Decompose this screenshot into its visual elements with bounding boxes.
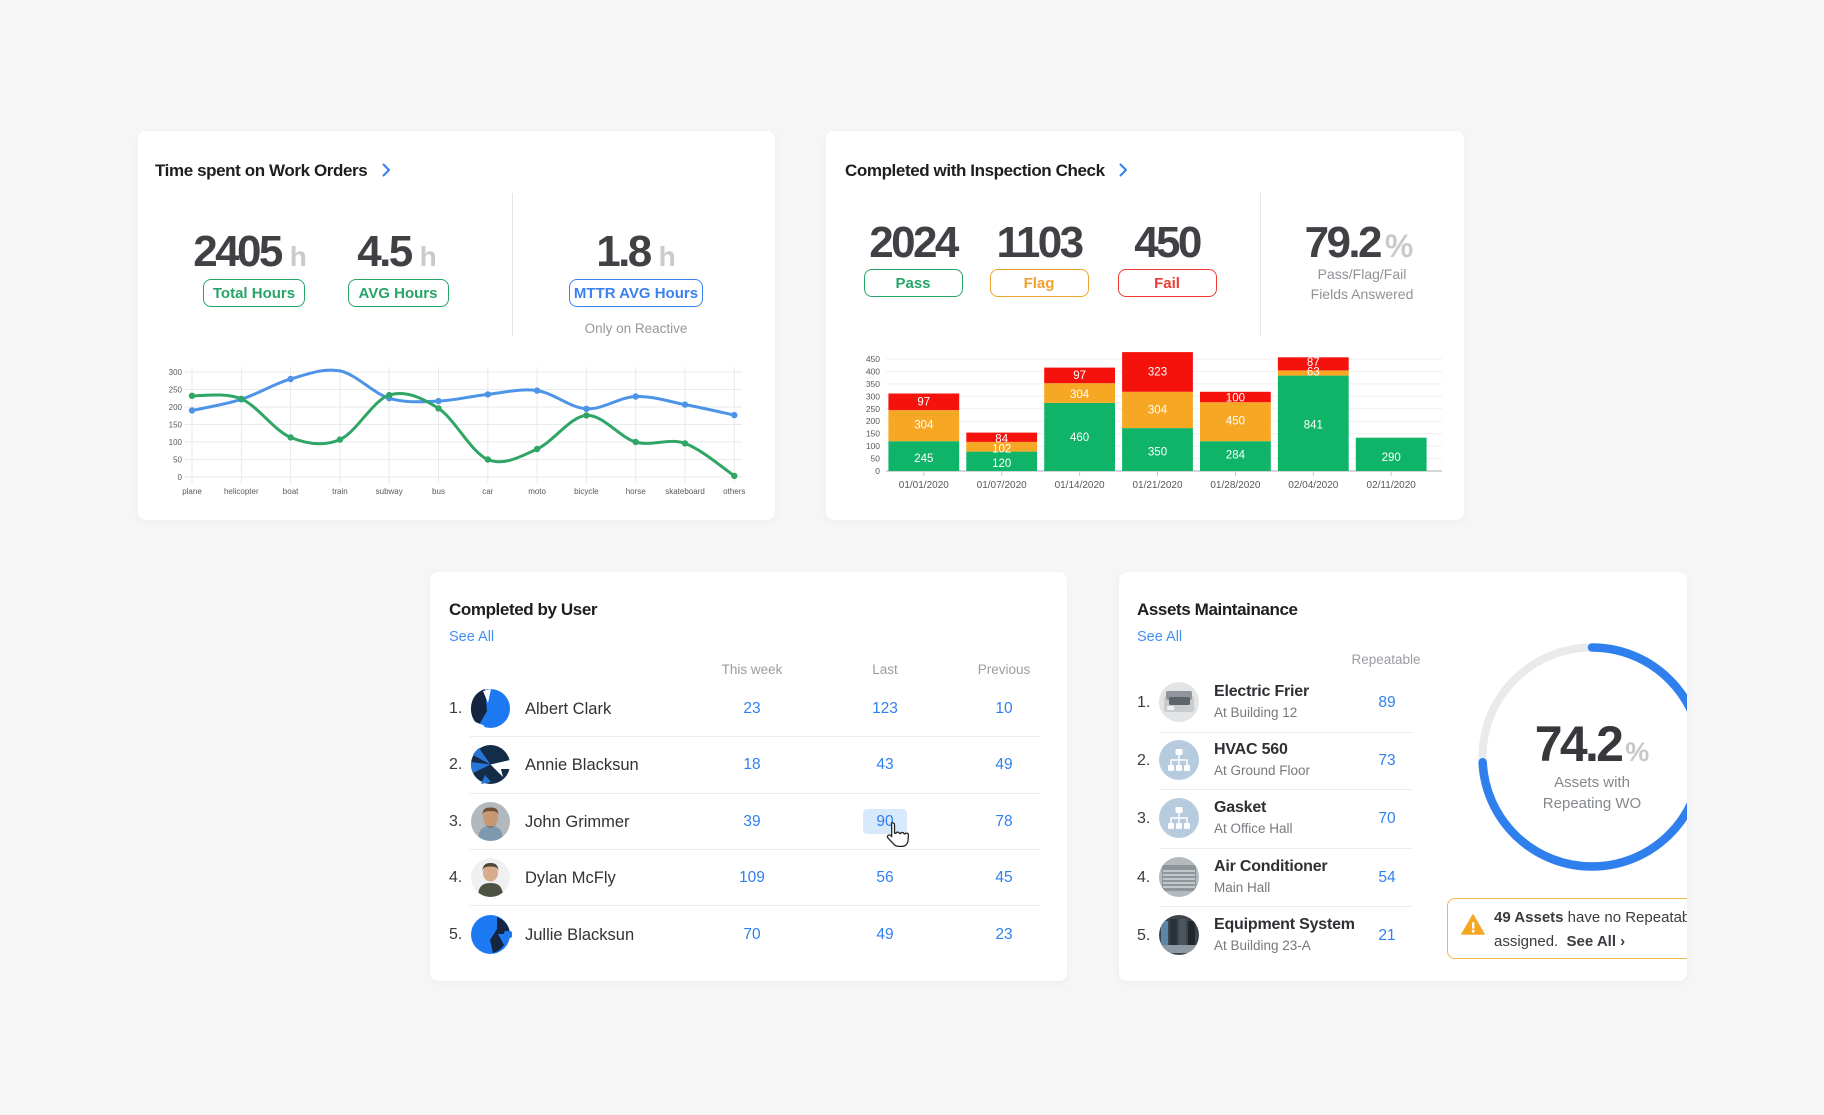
svg-text:100: 100 [169,438,183,447]
svg-text:450: 450 [1226,416,1245,428]
svg-text:bus: bus [432,487,445,496]
svg-text:304: 304 [1070,389,1090,401]
svg-text:bicycle: bicycle [574,487,599,496]
svg-text:84: 84 [995,433,1008,445]
svg-text:450: 450 [866,354,880,364]
svg-text:helicopter: helicopter [224,487,259,496]
svg-text:02/04/2020: 02/04/2020 [1288,480,1338,491]
svg-text:250: 250 [866,404,880,414]
svg-text:boat: boat [283,487,299,496]
svg-text:102: 102 [992,443,1011,455]
svg-text:150: 150 [169,421,183,430]
svg-text:plane: plane [182,487,202,496]
svg-text:horse: horse [626,487,647,496]
svg-text:350: 350 [1148,447,1167,459]
svg-text:350: 350 [866,379,880,389]
svg-text:400: 400 [866,366,880,376]
svg-text:50: 50 [173,456,182,465]
svg-text:01/01/2020: 01/01/2020 [899,480,949,491]
svg-text:skateboard: skateboard [665,487,705,496]
svg-text:63: 63 [1307,367,1320,379]
svg-text:304: 304 [1148,405,1168,417]
svg-text:150: 150 [866,429,880,439]
svg-text:841: 841 [1304,419,1323,431]
svg-text:moto: moto [528,487,546,496]
svg-text:train: train [332,487,348,496]
svg-text:01/14/2020: 01/14/2020 [1055,480,1105,491]
svg-text:0: 0 [178,473,183,482]
svg-text:100: 100 [1226,393,1245,405]
svg-text:323: 323 [1148,367,1167,379]
svg-text:200: 200 [866,416,880,426]
svg-text:97: 97 [917,396,930,408]
svg-text:01/07/2020: 01/07/2020 [977,480,1027,491]
svg-text:304: 304 [914,420,934,432]
svg-text:100: 100 [866,441,880,451]
svg-text:97: 97 [1073,370,1086,382]
svg-text:01/21/2020: 01/21/2020 [1132,480,1182,491]
svg-text:car: car [482,487,493,496]
svg-text:300: 300 [169,368,183,377]
svg-text:245: 245 [914,453,933,465]
svg-text:120: 120 [992,458,1011,470]
svg-text:others: others [723,487,745,496]
svg-text:87: 87 [1307,357,1320,369]
svg-text:290: 290 [1382,452,1401,464]
svg-text:02/11/2020: 02/11/2020 [1367,480,1417,491]
svg-text:50: 50 [871,454,881,464]
svg-text:460: 460 [1070,432,1089,444]
svg-text:subway: subway [376,487,403,496]
svg-text:200: 200 [169,403,183,412]
svg-text:0: 0 [875,466,880,476]
svg-text:300: 300 [866,391,880,401]
svg-text:284: 284 [1226,450,1246,462]
svg-text:01/28/2020: 01/28/2020 [1210,480,1260,491]
svg-text:250: 250 [169,386,183,395]
